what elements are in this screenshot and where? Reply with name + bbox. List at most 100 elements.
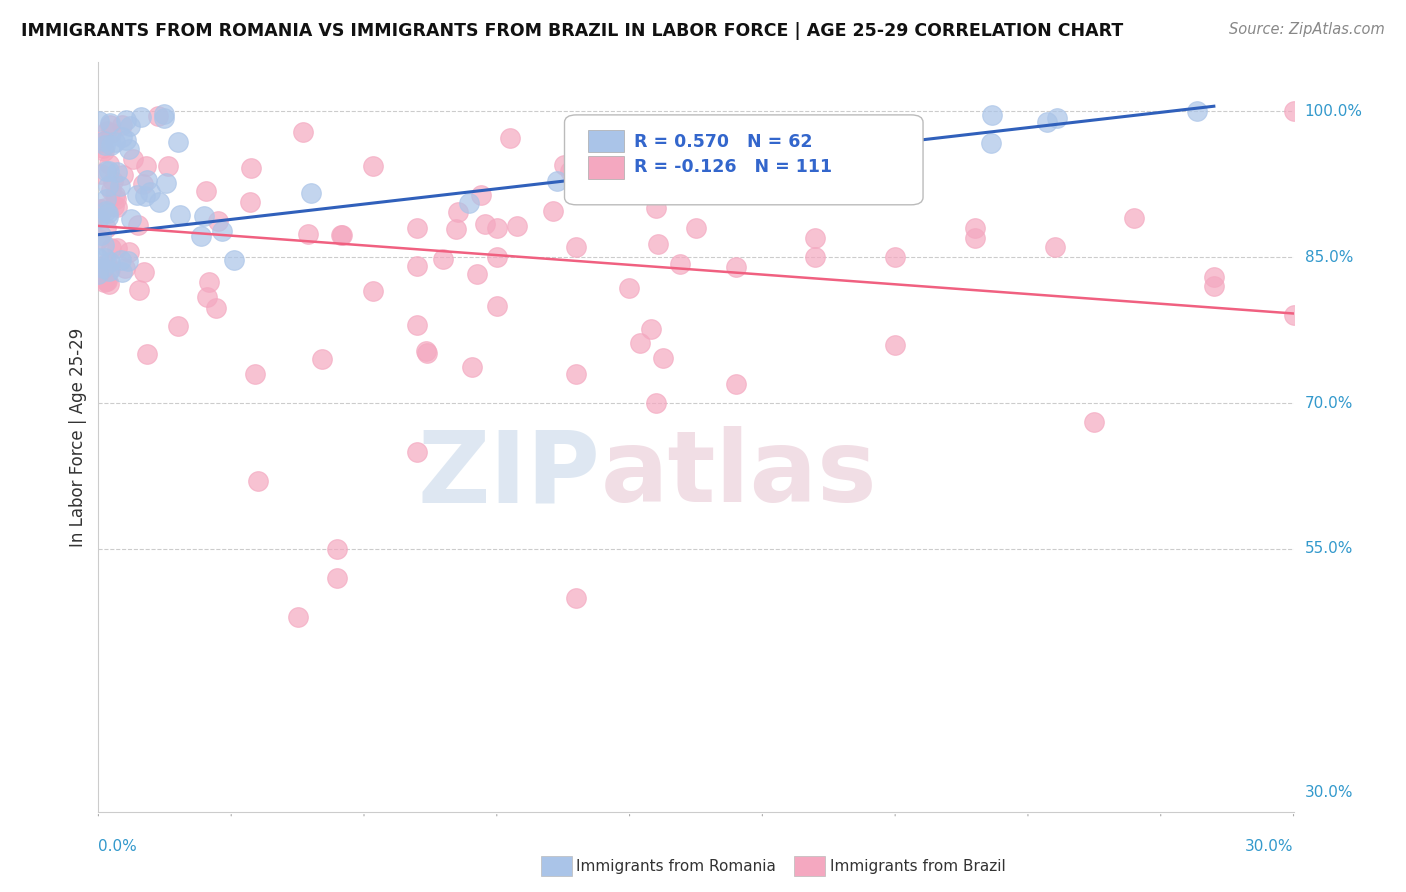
Point — [485, 299, 508, 313]
Point — [98, 277, 121, 292]
Point — [128, 283, 150, 297]
Point — [96, 256, 118, 270]
Point — [963, 230, 986, 244]
Point — [980, 136, 1002, 150]
Point — [724, 260, 747, 274]
Point — [100, 183, 122, 197]
Point — [415, 343, 437, 358]
Point — [167, 318, 190, 333]
Point — [1035, 115, 1057, 129]
Text: 70.0%: 70.0% — [1305, 395, 1353, 410]
Point — [93, 261, 115, 276]
Point — [650, 171, 672, 186]
Point — [485, 250, 508, 264]
Point — [291, 125, 314, 139]
Point — [1202, 279, 1225, 293]
Point — [724, 376, 747, 391]
Point — [628, 336, 651, 351]
Point — [725, 142, 748, 156]
Point — [87, 251, 110, 265]
Point — [148, 194, 170, 209]
Point — [963, 220, 986, 235]
Text: 30.0%: 30.0% — [1305, 785, 1353, 800]
Point — [89, 211, 111, 226]
Point — [118, 119, 141, 133]
Point — [97, 206, 120, 220]
Point — [103, 173, 125, 187]
Point — [89, 114, 111, 128]
Text: Source: ZipAtlas.com: Source: ZipAtlas.com — [1229, 22, 1385, 37]
Point — [565, 240, 588, 254]
Text: 85.0%: 85.0% — [1305, 250, 1353, 265]
Point — [804, 250, 827, 264]
Point — [1187, 104, 1209, 119]
Point — [361, 159, 384, 173]
Point — [565, 367, 588, 381]
Text: 30.0%: 30.0% — [1246, 839, 1294, 855]
Point — [121, 152, 143, 166]
Point — [647, 237, 669, 252]
Point — [205, 301, 228, 315]
Point — [115, 113, 138, 128]
Point — [111, 119, 134, 133]
Point — [117, 142, 139, 156]
Point — [93, 135, 115, 149]
Point — [1083, 416, 1105, 430]
Point — [89, 266, 111, 280]
Point — [94, 274, 117, 288]
Point — [91, 135, 114, 149]
Point — [90, 167, 112, 181]
Text: ZIP: ZIP — [418, 426, 600, 523]
Point — [114, 260, 136, 275]
Point — [132, 265, 155, 279]
Point — [297, 227, 319, 242]
Point — [461, 359, 484, 374]
Point — [132, 177, 155, 191]
Point — [96, 274, 118, 288]
Point — [89, 232, 111, 246]
Text: IMMIGRANTS FROM ROMANIA VS IMMIGRANTS FROM BRAZIL IN LABOR FORCE | AGE 25-29 COR: IMMIGRANTS FROM ROMANIA VS IMMIGRANTS FR… — [21, 22, 1123, 40]
Point — [444, 222, 467, 236]
Point — [620, 178, 643, 192]
Point — [93, 238, 115, 252]
Point — [222, 252, 245, 267]
Point — [1282, 309, 1305, 323]
Point — [645, 396, 668, 410]
Point — [330, 228, 353, 243]
Point — [560, 164, 582, 178]
Point — [645, 202, 668, 216]
Point — [97, 210, 120, 224]
Point — [239, 161, 262, 176]
Point — [872, 141, 894, 155]
Point — [100, 137, 122, 152]
Text: 100.0%: 100.0% — [1305, 103, 1362, 119]
Point — [135, 173, 157, 187]
Point — [98, 255, 121, 269]
Point — [93, 275, 115, 289]
Point — [105, 165, 128, 179]
Point — [90, 204, 112, 219]
Point — [104, 135, 127, 149]
Point — [91, 269, 114, 284]
Point — [98, 116, 121, 130]
Point — [94, 138, 117, 153]
Point — [167, 135, 190, 149]
Point — [505, 219, 527, 233]
Point — [89, 202, 111, 216]
Point — [447, 205, 470, 219]
Point — [329, 228, 352, 243]
Point — [110, 252, 132, 267]
FancyBboxPatch shape — [565, 115, 924, 205]
Text: Immigrants from Romania: Immigrants from Romania — [576, 859, 776, 873]
Point — [96, 124, 118, 138]
Point — [94, 201, 117, 215]
Point — [405, 259, 427, 273]
Point — [94, 251, 117, 265]
Point — [194, 184, 217, 198]
Point — [100, 241, 122, 255]
Point — [1043, 240, 1066, 254]
Point — [245, 368, 267, 382]
Point — [406, 318, 429, 333]
Point — [416, 346, 439, 360]
Point — [146, 109, 169, 123]
